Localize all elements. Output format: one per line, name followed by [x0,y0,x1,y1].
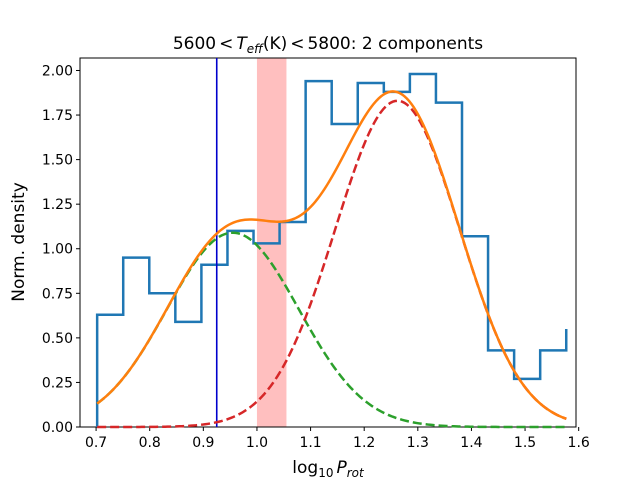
x-tick-label: 1.5 [514,435,536,451]
x-tick-label: 1.0 [246,435,268,451]
total-curve [96,90,567,421]
x-tick-label: 1.3 [407,435,429,451]
x-axis-ticks: 0.7 0.8 0.9 1.0 1.1 1.2 1.3 1.4 1.5 1.6 [85,427,590,451]
y-tick-label: 1.75 [42,108,73,124]
x-tick-label: 0.8 [139,435,161,451]
y-tick-label: 0.25 [42,375,73,391]
x-tick-label: 0.9 [192,435,214,451]
chart-title: 5600 < Teff(K) <5800: 2 components [173,34,483,56]
y-tick-label: 1.25 [42,197,73,213]
histogram-steps [95,72,568,427]
y-axis-ticks: 0.00 0.25 0.50 0.75 1.00 1.25 1.50 1.75 2.00 [42,63,80,436]
y-tick-label: 2.00 [42,63,73,79]
x-tick-label: 0.7 [85,435,107,451]
plot-layer [95,58,568,429]
y-tick-label: 0.75 [42,286,73,302]
x-tick-label: 1.2 [353,435,375,451]
component-2-curve [97,99,567,429]
axes-frame [79,57,577,428]
y-axis-label: Norm. density [9,182,29,302]
y-tick-label: 0.50 [42,331,73,347]
y-tick-label: 0.00 [42,420,73,436]
y-tick-label: 1.50 [42,153,73,169]
x-axis-label: log10 Prot [292,458,365,480]
x-tick-label: 1.1 [299,435,321,451]
x-tick-label: 1.4 [460,435,482,451]
y-tick-label: 1.00 [42,242,73,258]
x-tick-label: 1.6 [568,435,590,451]
